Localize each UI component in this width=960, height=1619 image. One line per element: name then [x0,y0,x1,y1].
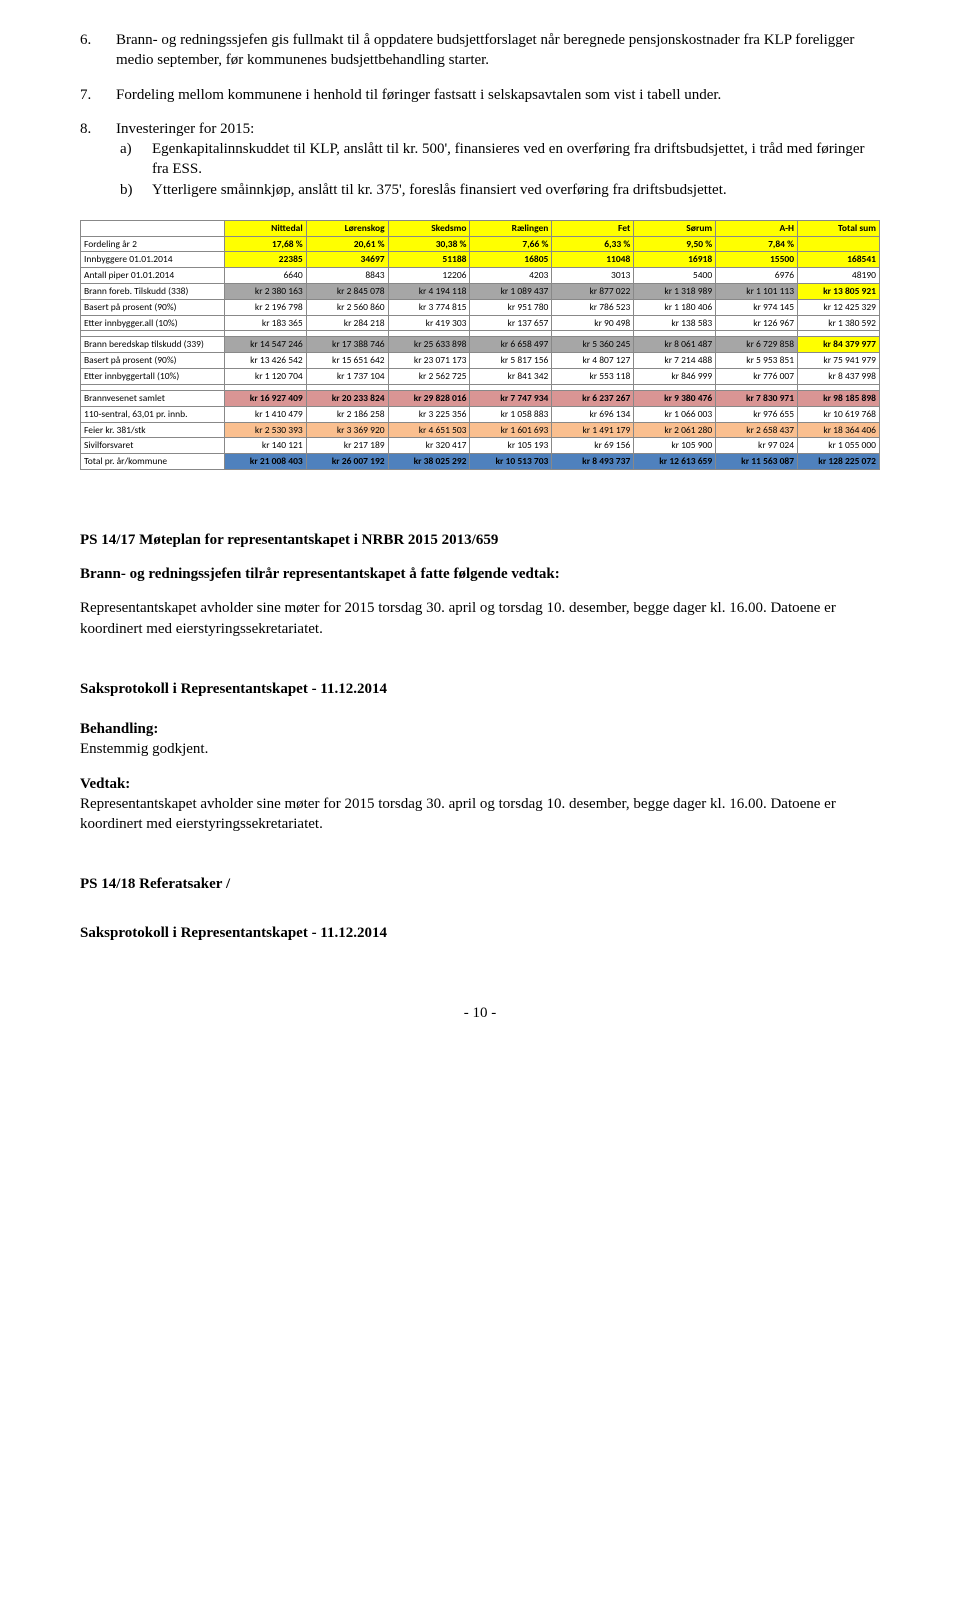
item-6: 6. Brann- og redningssjefen gis fullmakt… [80,30,880,71]
item-7-text: Fordeling mellom kommunene i henhold til… [116,85,880,105]
item-7: 7. Fordeling mellom kommunene i henhold … [80,85,880,105]
th: Fet [552,220,634,236]
th: Nittedal [224,220,306,236]
budget-table-wrap: Nittedal Lørenskog Skedsmo Rælingen Fet … [80,220,880,470]
th: Sørum [634,220,716,236]
item-6-num: 6. [80,30,116,71]
th: A-H [716,220,798,236]
ps17-lead: Brann- og redningssjefen tilrår represen… [80,564,880,584]
ps18-title: PS 14/18 Referatsaker / [80,874,880,894]
item-8-num: 8. [80,119,116,200]
behandling-label: Behandling: [80,719,880,739]
item-8b-num: b) [116,180,152,200]
th: Rælingen [470,220,552,236]
ps18-saks: Saksprotokoll i Representantskapet - 11.… [80,923,880,943]
table-row: Etter innbygger.all (10%) kr 183 365kr 2… [81,315,880,331]
budget-table: Nittedal Lørenskog Skedsmo Rælingen Fet … [80,220,880,470]
table-row: Brann foreb. Tilskudd (338) kr 2 380 163… [81,284,880,300]
table-row: Antall piper 01.01.2014 6640884312206420… [81,268,880,284]
table-row: Basert på prosent (90%) kr 2 196 798kr 2… [81,299,880,315]
item-8a-text: Egenkapitalinnskuddet til KLP, anslått t… [152,139,880,180]
item-8-lead: Investeringer for 2015: [116,119,880,139]
item-8b-text: Ytterligere småinnkjøp, anslått til kr. … [152,180,880,200]
behandling-text: Enstemmig godkjent. [80,739,880,759]
table-row: Brann beredskap tilskudd (339) kr 14 547… [81,337,880,353]
ps17-title: PS 14/17 Møteplan for representantskapet… [80,530,880,550]
th: Total sum [798,220,880,236]
table-header-row: Nittedal Lørenskog Skedsmo Rælingen Fet … [81,220,880,236]
th [81,220,225,236]
th: Lørenskog [306,220,388,236]
table-row: 110-sentral, 63,01 pr. innb. kr 1 410 47… [81,406,880,422]
item-8a: a) Egenkapitalinnskuddet til KLP, anslåt… [116,139,880,180]
item-6-text: Brann- og redningssjefen gis fullmakt ti… [116,30,880,71]
table-row: Brannvesenet samlet kr 16 927 409kr 20 2… [81,390,880,406]
page-number: - 10 - [80,1003,880,1023]
saks-title: Saksprotokoll i Representantskapet - 11.… [80,679,880,699]
table-row: Innbyggere 01.01.2014 223853469751188168… [81,252,880,268]
item-8b: b) Ytterligere småinnkjøp, anslått til k… [116,180,880,200]
vedtak-label: Vedtak: [80,774,880,794]
table-row: Fordeling år 2 17,68 %20,61 %30,38 %7,66… [81,236,880,252]
ps17-body: Representantskapet avholder sine møter f… [80,598,880,639]
vedtak-text: Representantskapet avholder sine møter f… [80,794,880,835]
item-7-num: 7. [80,85,116,105]
table-row: Feier kr. 381/stk kr 2 530 393kr 3 369 9… [81,422,880,438]
item-8a-num: a) [116,139,152,180]
table-row: Etter innbyggertall (10%) kr 1 120 704kr… [81,369,880,385]
table-row: Basert på prosent (90%) kr 13 426 542kr … [81,353,880,369]
th: Skedsmo [388,220,470,236]
item-8: 8. Investeringer for 2015: a) Egenkapita… [80,119,880,200]
table-row: Total pr. år/kommune kr 21 008 403kr 26 … [81,454,880,470]
table-row: Sivilforsvaret kr 140 121kr 217 189kr 32… [81,438,880,454]
